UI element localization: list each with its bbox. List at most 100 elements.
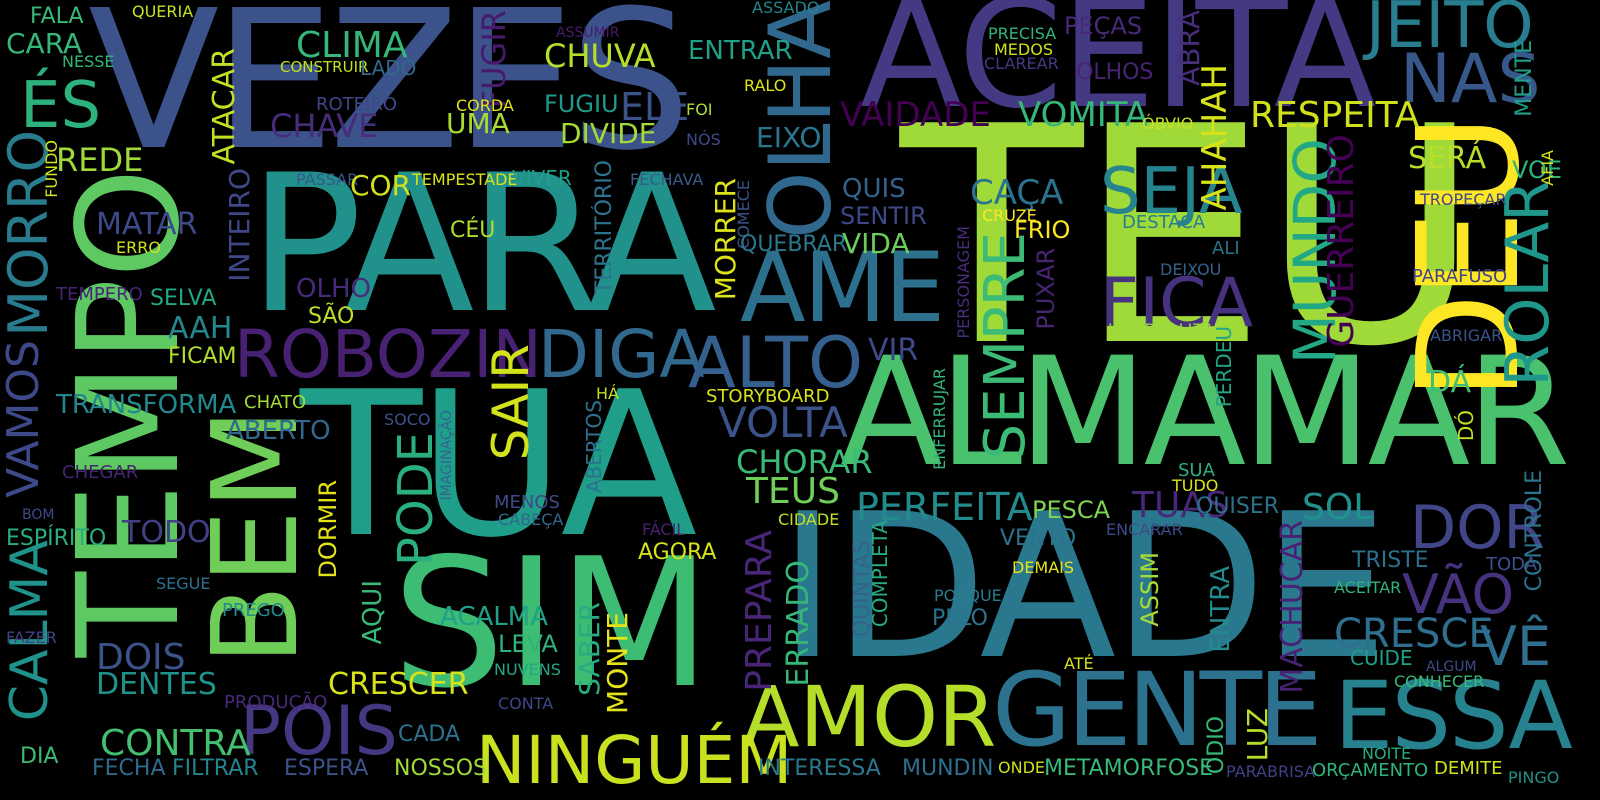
word-nos: NÓS	[686, 130, 721, 149]
word-ha: HÁ	[596, 384, 619, 403]
word-obvio: ÓBVIO	[1142, 114, 1194, 133]
word-vida: VIDA	[842, 227, 910, 260]
word-mundin: MUNDIN	[902, 756, 994, 781]
word-demite: DEMITE	[1434, 758, 1503, 779]
word-abertos: ABERTOS	[582, 400, 606, 494]
word-guerreiro: GUERREIRO	[1321, 134, 1362, 348]
word-vamos: VAMOS	[0, 340, 49, 498]
word-pelo: PELO	[932, 606, 988, 631]
word-clarear: CLAREAR	[984, 54, 1059, 73]
word-almamar: ALMAMAR	[840, 326, 1570, 500]
word-sentir: SENTIR	[840, 202, 927, 230]
word-chuva: CHUVA	[544, 37, 656, 75]
word-lado: LADO	[360, 56, 417, 80]
word-aah: AAH	[168, 311, 233, 346]
word-corda: CORDA	[456, 96, 514, 115]
word-dormir: DORMIR	[314, 480, 342, 579]
word-medos: MEDOS	[994, 40, 1053, 59]
word-fugiu: FUGIU	[544, 90, 619, 118]
word-destaca: DESTACA	[1122, 212, 1206, 233]
word-tropecar: TROPEÇAR	[1420, 190, 1507, 209]
word-entra: ENTRA	[1206, 566, 1236, 653]
word-ceu: CÉU	[450, 218, 496, 243]
word-mente: MENTE	[1512, 40, 1537, 117]
word-assado: ASSADO	[752, 0, 820, 17]
word-do: DÓ	[1454, 410, 1478, 442]
word-metamorfose: METAMORFOSE	[1044, 756, 1214, 781]
word-eixo: EIXO	[756, 121, 822, 154]
word-fala: FALA	[30, 4, 84, 29]
word-bom: BOM	[22, 507, 55, 523]
word-enferrujar: ENFERRUJAR	[930, 368, 949, 470]
word-vezes: VEZES	[88, 0, 691, 193]
word-perfeita: PERFEITA	[856, 485, 1033, 529]
word-vaidade: VAIDADE	[840, 95, 991, 135]
word-crescer: CRESCER	[328, 667, 469, 702]
word-passar: PASSAR	[296, 170, 359, 189]
word-parabrisa: PARABRISA	[1226, 762, 1316, 781]
word-conhecer: CONHECER	[1394, 672, 1485, 691]
word-porque: PORQUE	[934, 586, 1002, 605]
word-ali: ALI	[1212, 238, 1240, 259]
word-construir: CONSTRUIR	[280, 58, 369, 76]
word-volta: VOLTA	[718, 398, 848, 447]
word-sera: SERÁ	[1408, 141, 1487, 176]
word-aceitar: ACEITAR	[1334, 578, 1402, 597]
word-noite: NOITE	[1362, 744, 1412, 763]
word-chegar: CHEGAR	[62, 462, 139, 483]
word-puxar: PUXAR	[1032, 248, 1060, 330]
word-onde: ONDE	[998, 758, 1045, 777]
word-clima: CLIMA	[296, 25, 408, 66]
word-personagem: PERSONAGEM	[954, 226, 973, 339]
word-facil: FÁCIL	[642, 520, 686, 539]
word-frio: FRIO	[1014, 216, 1071, 244]
word-erro: ERRO	[116, 238, 161, 257]
word-amor: AMOR	[742, 668, 997, 766]
word-agora: AGORA	[638, 540, 717, 565]
word-ame: AME	[740, 232, 945, 344]
word-foi: FOI	[686, 100, 713, 119]
word-quebrar: QUEBRAR	[740, 232, 848, 257]
word-machucar: MACHUCAR	[1275, 520, 1310, 694]
word-nesse: NESSE	[62, 52, 115, 71]
word-seja: SEJA	[1100, 155, 1243, 229]
word-cara: CARA	[6, 27, 83, 60]
word-imaginacao: IMAGINAÇÃO	[439, 410, 455, 501]
word-vomita: VOMITA	[1018, 95, 1149, 135]
word-tudo: TUDO	[1172, 476, 1219, 495]
word-demais: DEMAIS	[1012, 558, 1075, 577]
word-transforma: TRANSFORMA	[56, 390, 237, 420]
word-teus: TEUS	[746, 471, 840, 512]
word-encarar: ENCARAR	[1106, 520, 1183, 539]
word-pingo: PINGO	[1508, 768, 1560, 787]
word-prepara: PREPARA	[739, 530, 780, 692]
word-fica: FICA	[1100, 264, 1254, 343]
word-cresce: CRESCE	[1334, 611, 1494, 657]
word-producao: PRODUÇÃO	[224, 692, 328, 713]
word-alto: ALTO	[688, 322, 864, 404]
word-voe: VOE	[1512, 156, 1563, 184]
word-chave: CHAVE	[270, 107, 379, 145]
word-perdeu: PERDEU	[1212, 326, 1236, 408]
word-inteiro: INTEIRO	[223, 168, 256, 282]
word-dia: DIA	[20, 744, 59, 769]
word-precisa: PRECISA	[988, 24, 1057, 43]
word-leva: LEVA	[498, 630, 558, 658]
word-dor: DOR	[1410, 493, 1546, 563]
word-cuide: CUIDE	[1350, 646, 1413, 670]
word-filtrar: FILTRAR	[172, 756, 259, 781]
word-uma: UMA	[446, 107, 510, 140]
word-espera: ESPERA	[284, 756, 369, 781]
word-tempestade: TEMPESTADE	[412, 170, 518, 189]
word-olhos: OLHOS	[1076, 60, 1154, 85]
word-menos: MENOS	[494, 492, 560, 513]
word-abra: ABRA	[1173, 10, 1206, 86]
word-roteiro: ROTEIRO	[316, 94, 398, 115]
word-tuas: TUAS	[1132, 485, 1228, 526]
word-divide: DIVIDE	[560, 117, 657, 150]
word-da: DÁ	[1428, 365, 1472, 400]
word-soco: SOCO	[384, 410, 431, 429]
word-robozin: ROBOZIN	[234, 316, 542, 393]
word-respeita: RESPEITA	[1250, 95, 1420, 136]
word-chorar: CHORAR	[736, 443, 873, 481]
